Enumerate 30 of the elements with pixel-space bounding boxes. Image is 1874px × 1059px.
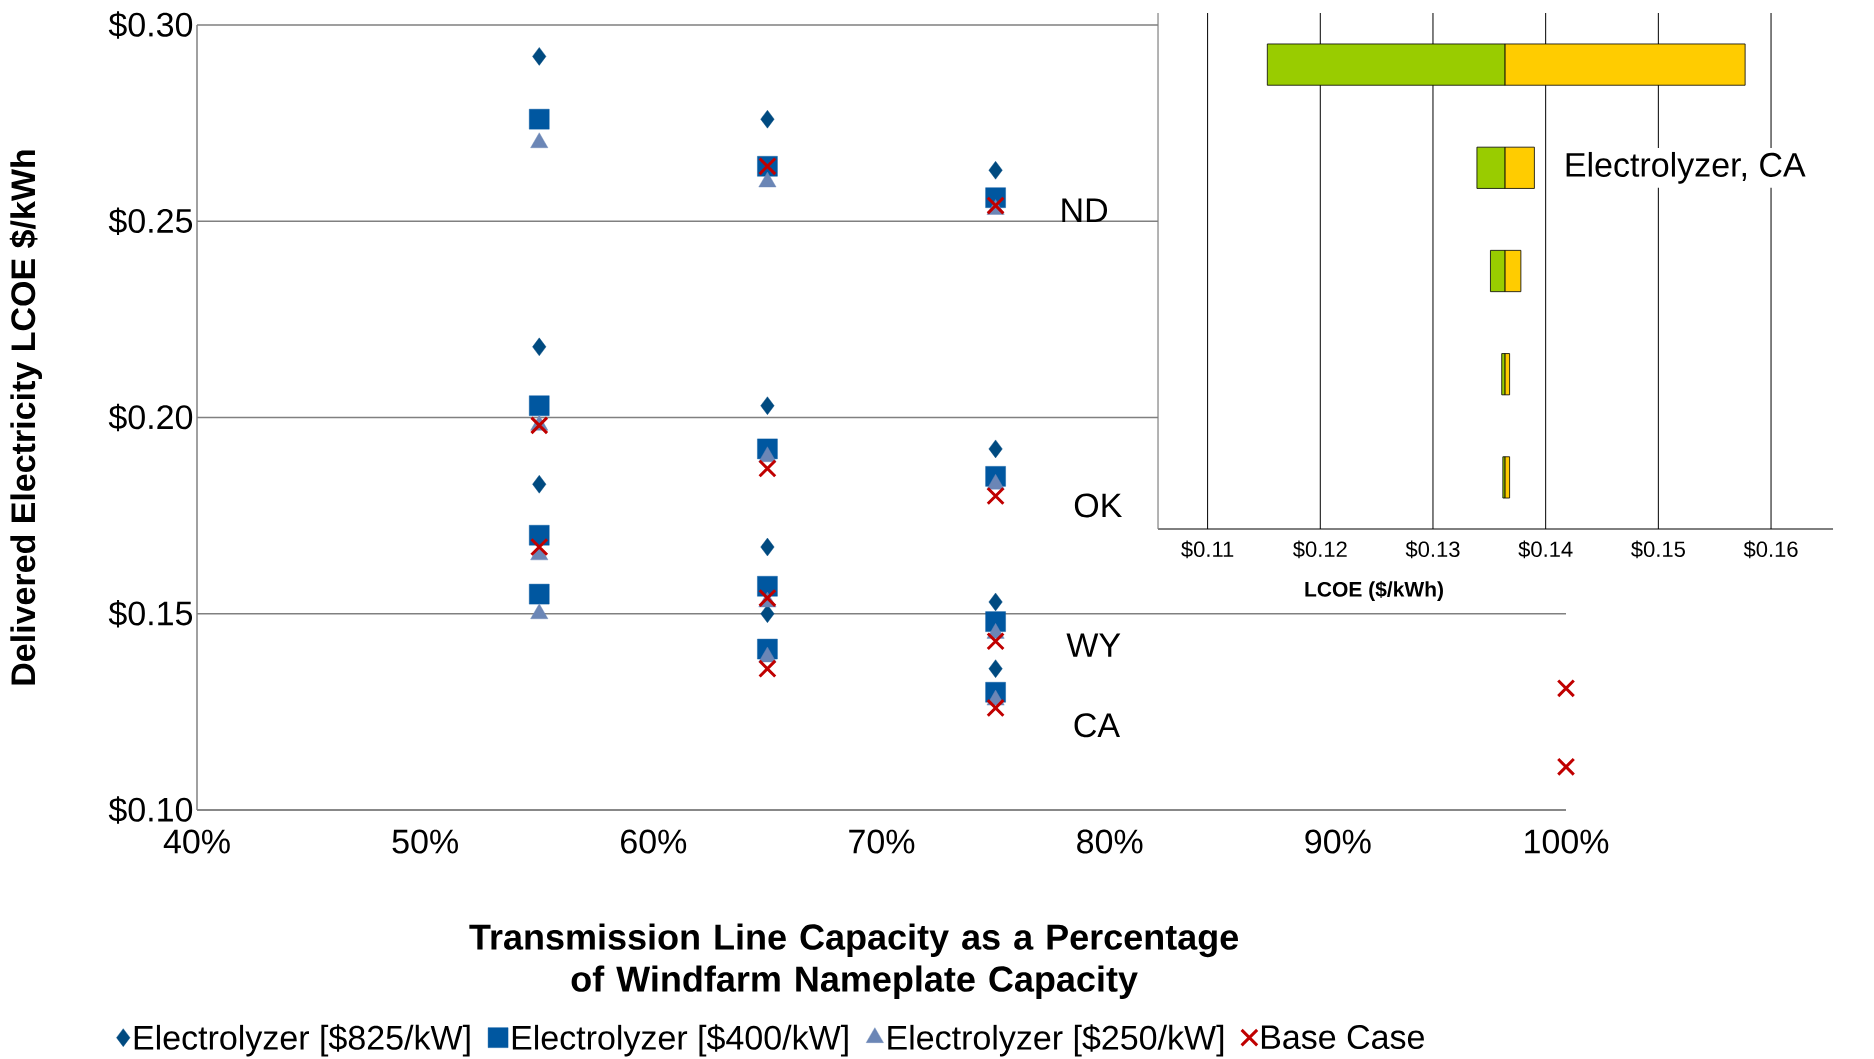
- annotation: CA: [1074, 713, 1120, 738]
- x-tick-label: 60%: [621, 829, 687, 854]
- x-tick-label: $0.15: [1631, 540, 1685, 559]
- x-tick-label: $0.16: [1743, 540, 1798, 559]
- legend-label: Electrolyzer [$400/kW]: [512, 1024, 848, 1057]
- x-tick-label: 50%: [392, 829, 458, 854]
- x-tick-label: $0.11: [1181, 540, 1234, 559]
- x-tick-label: $0.13: [1405, 540, 1460, 559]
- x-tick-label: 90%: [1305, 829, 1371, 854]
- legend-label: Base Case: [1261, 1025, 1424, 1050]
- x-tick-label: $0.12: [1292, 540, 1347, 559]
- y-axis-title: Delivered Electricity LCOE $/kWh: [9, 150, 43, 685]
- y-tick-label: $0.25: [108, 207, 193, 236]
- x-tick-label: 40%: [163, 829, 230, 854]
- y-tick-label: $0.10: [108, 796, 193, 824]
- legend-label: Electrolyzer [$250/kW]: [888, 1024, 1224, 1057]
- annotation: ND: [1062, 198, 1108, 222]
- annotation: OK: [1074, 493, 1122, 518]
- y-tick-label: $0.20: [108, 403, 193, 432]
- y-tick-label: $0.30: [108, 11, 193, 39]
- x-axis-title: LCOE ($/kWh): [1305, 580, 1443, 601]
- x-tick-label: 70%: [849, 829, 915, 854]
- x-tick-label: $0.14: [1518, 540, 1573, 559]
- annotation: WY: [1066, 633, 1121, 657]
- x-tick-label: 100%: [1525, 829, 1609, 854]
- y-tick-label: $0.15: [108, 599, 193, 628]
- annotation: Electrolyzer, CA: [1566, 151, 1806, 184]
- x-tick-label: 80%: [1077, 829, 1143, 854]
- x-axis-title: Transmission Line Capacity as a Percentage of Windfarm Nameplate Capacity: [469, 923, 1238, 999]
- legend-label: Electrolyzer [$825/kW]: [134, 1024, 470, 1057]
